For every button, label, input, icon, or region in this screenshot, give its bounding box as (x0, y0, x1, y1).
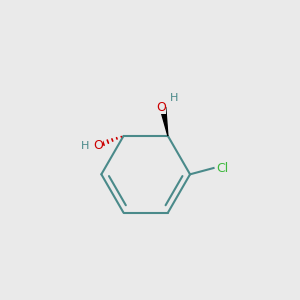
Text: O: O (157, 101, 166, 114)
Text: O: O (93, 139, 103, 152)
Text: H: H (80, 141, 89, 151)
Text: Cl: Cl (217, 161, 229, 175)
Polygon shape (160, 107, 168, 136)
Text: H: H (169, 93, 178, 103)
